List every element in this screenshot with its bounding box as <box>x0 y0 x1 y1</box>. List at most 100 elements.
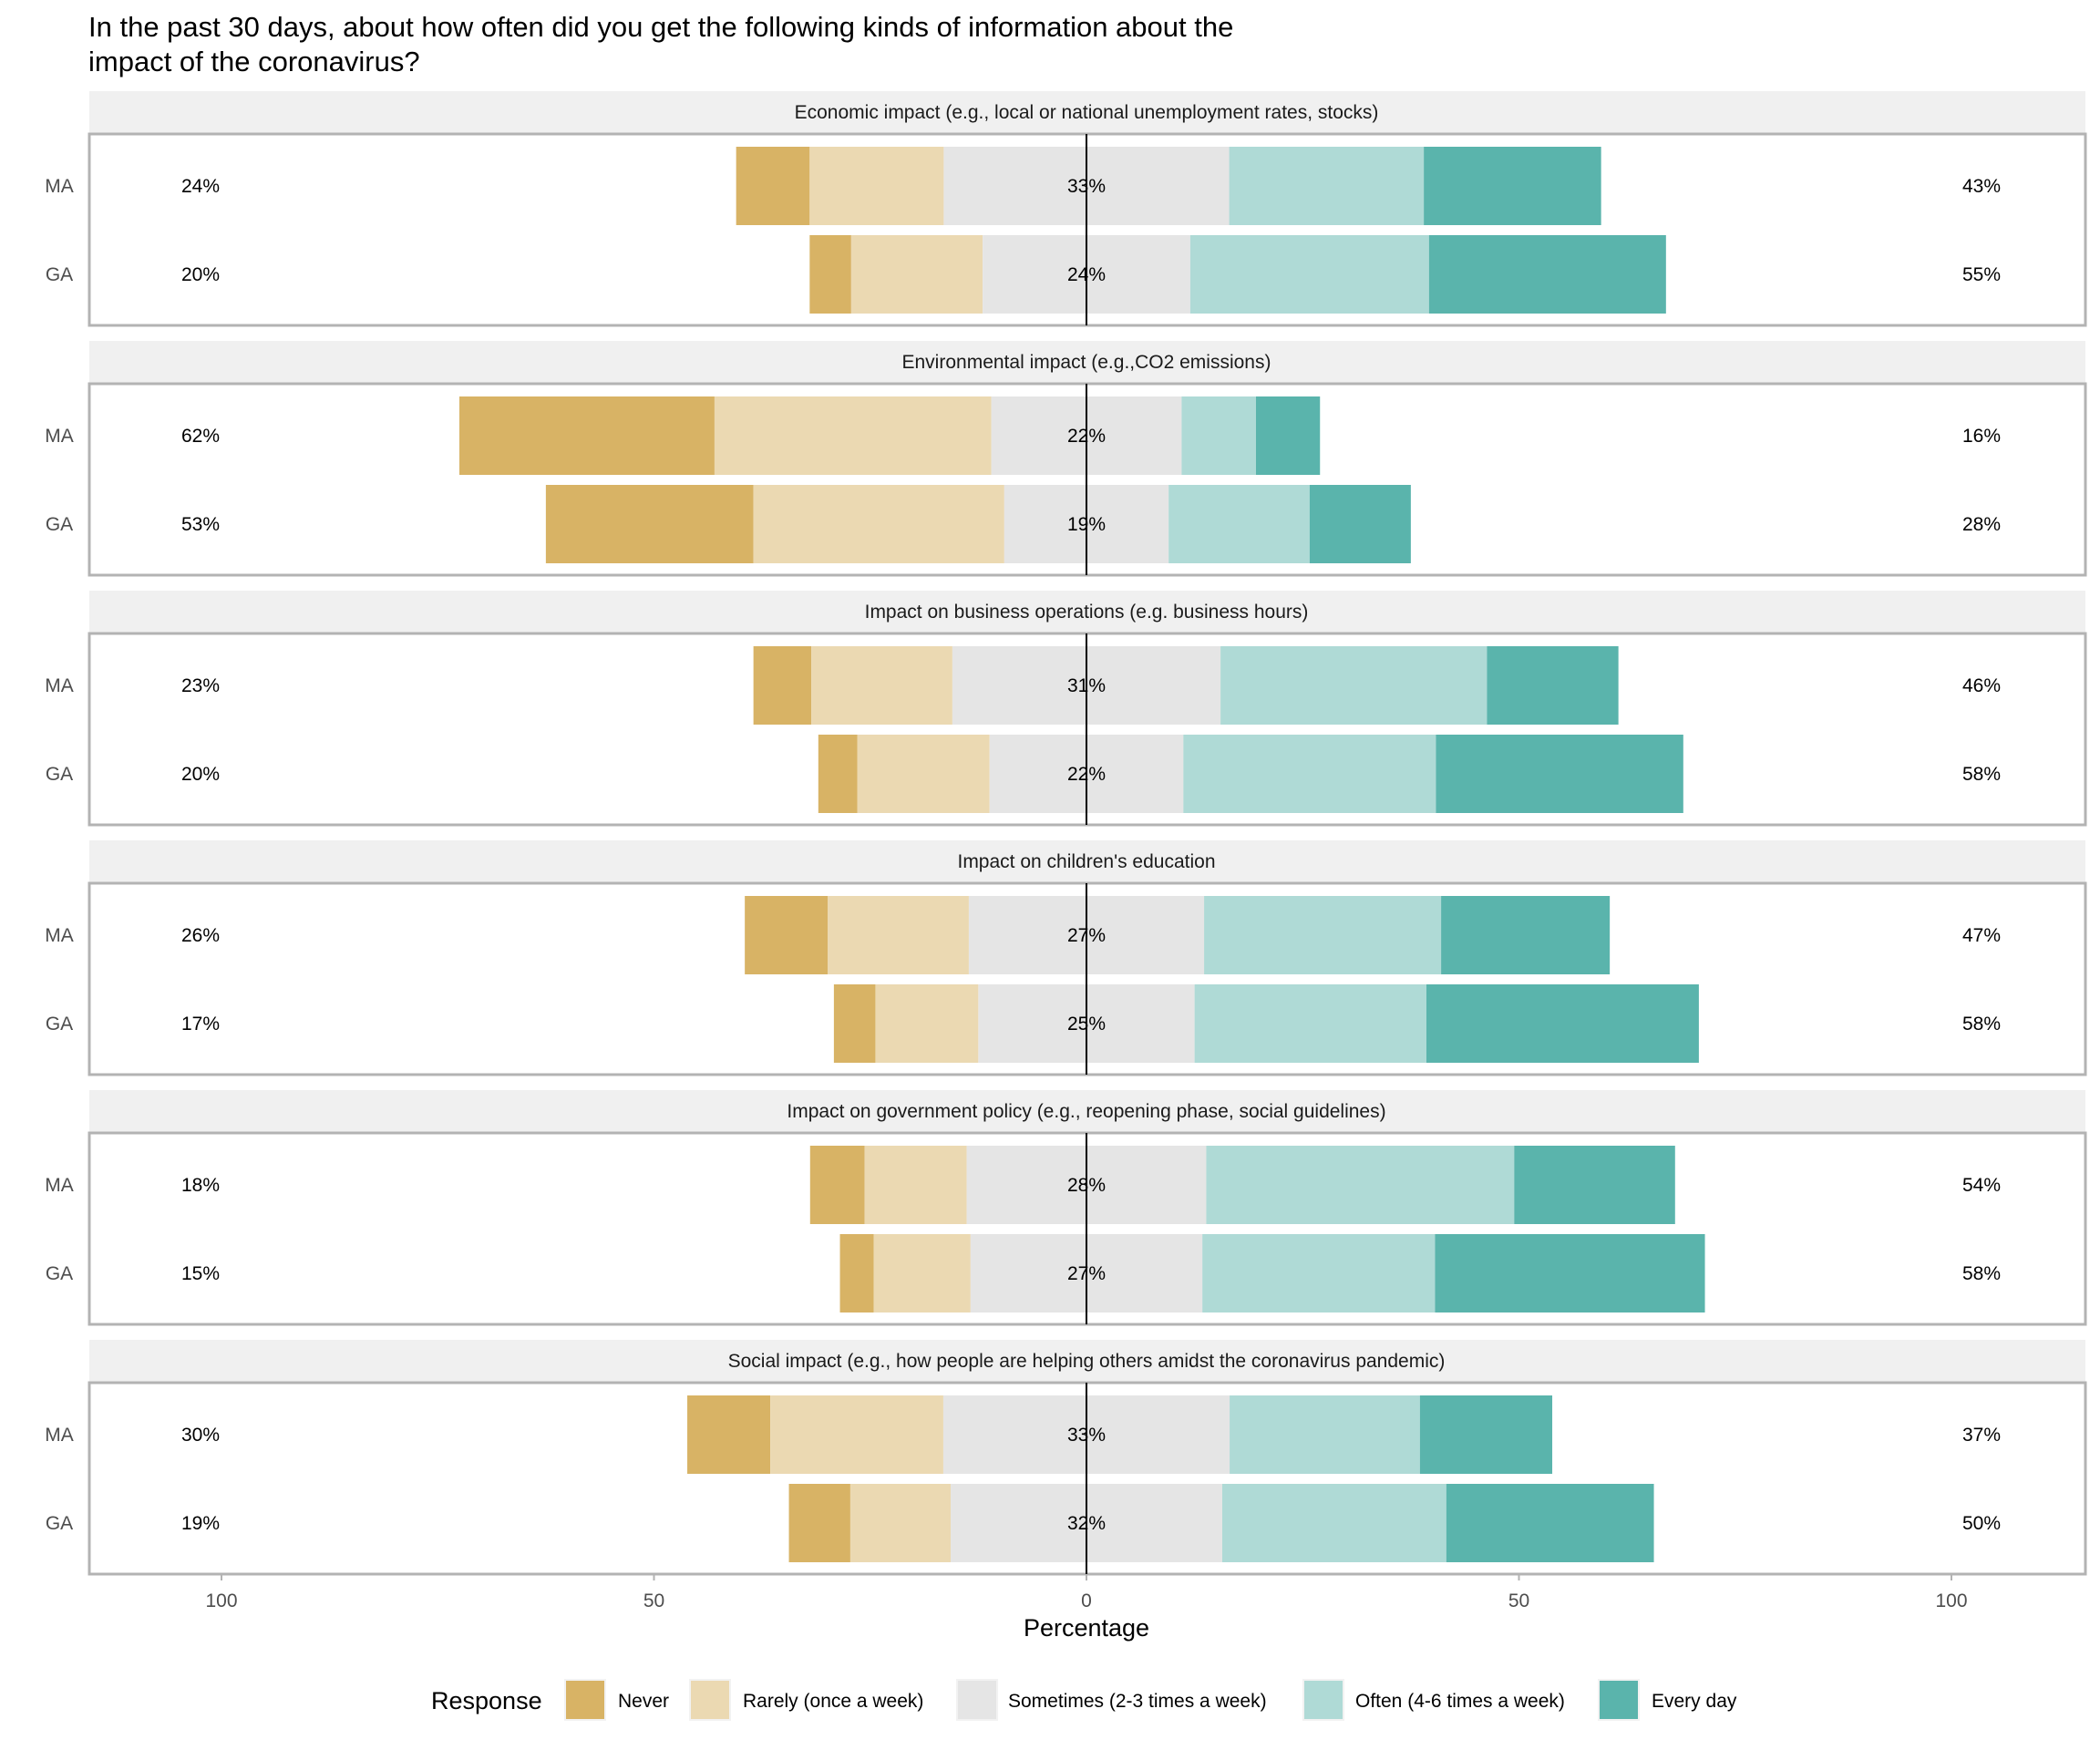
bar-segment-never <box>788 1484 850 1562</box>
bar-segment-every <box>1428 235 1666 314</box>
neutral-percent-label: 19% <box>1067 514 1106 535</box>
legend-key-rarely <box>689 1679 731 1721</box>
x-axis: 100 50 0 50 100 <box>205 1575 1968 1611</box>
chart-title-line-2: impact of the coronavirus? <box>88 46 420 77</box>
bar-segment-often <box>1220 646 1488 725</box>
neutral-percent-label: 33% <box>1067 176 1106 197</box>
bar-segment-rarely <box>857 735 990 813</box>
bar-segment-rarely <box>714 396 992 475</box>
low-percent-label: 15% <box>181 1263 220 1284</box>
bar-segment-rarely <box>864 1146 967 1224</box>
legend-label: Every day <box>1652 1691 1737 1712</box>
high-percent-label: 50% <box>1962 1513 2001 1534</box>
strip-background <box>89 1340 2085 1383</box>
bar-segment-never <box>809 235 851 314</box>
bar-segment-often <box>1230 1395 1420 1474</box>
legend-title: Response <box>431 1687 542 1714</box>
y-tick-label: MA <box>45 1175 74 1196</box>
bar-segment-every <box>1487 646 1619 725</box>
bar-segment-rarely <box>809 147 944 225</box>
bar-segment-rarely <box>828 896 969 974</box>
legend-label: Sometimes (2-3 times a week) <box>1008 1691 1267 1712</box>
high-percent-label: 16% <box>1962 426 2001 447</box>
bar-segment-rarely <box>850 235 983 314</box>
bar-segment-every <box>1419 1395 1553 1474</box>
legend-label: Rarely (once a week) <box>743 1691 923 1712</box>
bar-segment-every <box>1514 1146 1675 1224</box>
legend-key-never <box>564 1679 606 1721</box>
bar-segment-often <box>1194 984 1426 1063</box>
high-percent-label: 58% <box>1962 1014 2001 1035</box>
low-percent-label: 62% <box>181 426 220 447</box>
strip-title: Economic impact (e.g., local or national… <box>795 102 1379 123</box>
bar-segment-rarely <box>770 1395 943 1474</box>
bar-segment-every <box>1436 735 1683 813</box>
neutral-percent-label: 33% <box>1067 1425 1106 1446</box>
bar-segment-often <box>1202 1234 1436 1312</box>
facet-panel: Impact on business operations (e.g. busi… <box>45 591 2087 827</box>
strip-title: Impact on business operations (e.g. busi… <box>865 602 1309 623</box>
strip-background <box>89 341 2085 384</box>
bar-segment-often <box>1168 485 1310 563</box>
low-percent-label: 20% <box>181 764 220 785</box>
strip-background <box>89 591 2085 633</box>
y-tick-label: GA <box>46 764 73 785</box>
low-percent-label: 26% <box>181 925 220 946</box>
bar-segment-never <box>458 396 715 475</box>
high-percent-label: 43% <box>1962 176 2001 197</box>
bar-segment-never <box>745 896 829 974</box>
x-tick-label: 100 <box>1935 1590 1967 1611</box>
y-tick-label: MA <box>45 675 74 696</box>
y-tick-label: GA <box>46 264 73 285</box>
facet-panel: Impact on children's education MA 26% 47% GA… <box>45 840 2087 1076</box>
bar-segment-often <box>1183 735 1436 813</box>
neutral-percent-label: 28% <box>1067 1175 1106 1196</box>
facet-panel: Economic impact (e.g., local or national… <box>45 91 2087 327</box>
bar-segment-every <box>1441 896 1611 974</box>
bar-segment-every <box>1256 396 1321 475</box>
strip-title: Social impact (e.g., how people are help… <box>728 1351 1446 1372</box>
bar-segment-never <box>753 646 812 725</box>
bar-segment-never <box>839 1234 874 1312</box>
y-tick-label: MA <box>45 1425 74 1446</box>
bar-row-ga: GA 20% 55% <box>46 235 2001 314</box>
bar-segment-never <box>736 147 810 225</box>
y-tick-label: MA <box>45 925 74 946</box>
bar-segment-rarely <box>849 1484 952 1562</box>
neutral-percent-label: 32% <box>1067 1513 1106 1534</box>
neutral-percent-label: 22% <box>1067 764 1106 785</box>
bar-segment-never <box>833 984 876 1063</box>
bar-segment-every <box>1426 984 1699 1063</box>
strip-title: Impact on government policy (e.g., reope… <box>787 1101 1385 1122</box>
bar-segment-never <box>545 485 754 563</box>
bar-segment-rarely <box>873 1234 971 1312</box>
bar-segment-rarely <box>875 984 979 1063</box>
y-tick-label: GA <box>46 514 73 535</box>
bar-segment-never <box>687 1395 771 1474</box>
legend-key-often <box>1302 1679 1344 1721</box>
low-percent-label: 30% <box>181 1425 220 1446</box>
bar-segment-every <box>1446 1484 1654 1562</box>
neutral-percent-label: 31% <box>1067 675 1106 696</box>
high-percent-label: 28% <box>1962 514 2001 535</box>
low-percent-label: 19% <box>181 1513 220 1534</box>
bar-segment-every <box>1424 147 1601 225</box>
strip-background <box>89 91 2085 134</box>
legend-key-every <box>1598 1679 1640 1721</box>
high-percent-label: 58% <box>1962 1263 2001 1284</box>
facet-panel: Environmental impact (e.g.,CO2 emissions… <box>45 341 2087 577</box>
strip-title: Environmental impact (e.g.,CO2 emissions… <box>902 352 1271 373</box>
strip-title: Impact on children's education <box>957 851 1215 872</box>
neutral-percent-label: 27% <box>1067 925 1106 946</box>
low-percent-label: 24% <box>181 176 220 197</box>
x-tick-label: 50 <box>643 1590 664 1611</box>
high-percent-label: 46% <box>1962 675 2001 696</box>
y-tick-label: MA <box>45 176 74 197</box>
high-percent-label: 55% <box>1962 264 2001 285</box>
high-percent-label: 47% <box>1962 925 2001 946</box>
low-percent-label: 18% <box>181 1175 220 1196</box>
facet-panels: Economic impact (e.g., local or national… <box>45 91 2087 1576</box>
bar-segment-often <box>1181 396 1257 475</box>
neutral-percent-label: 27% <box>1067 1263 1106 1284</box>
